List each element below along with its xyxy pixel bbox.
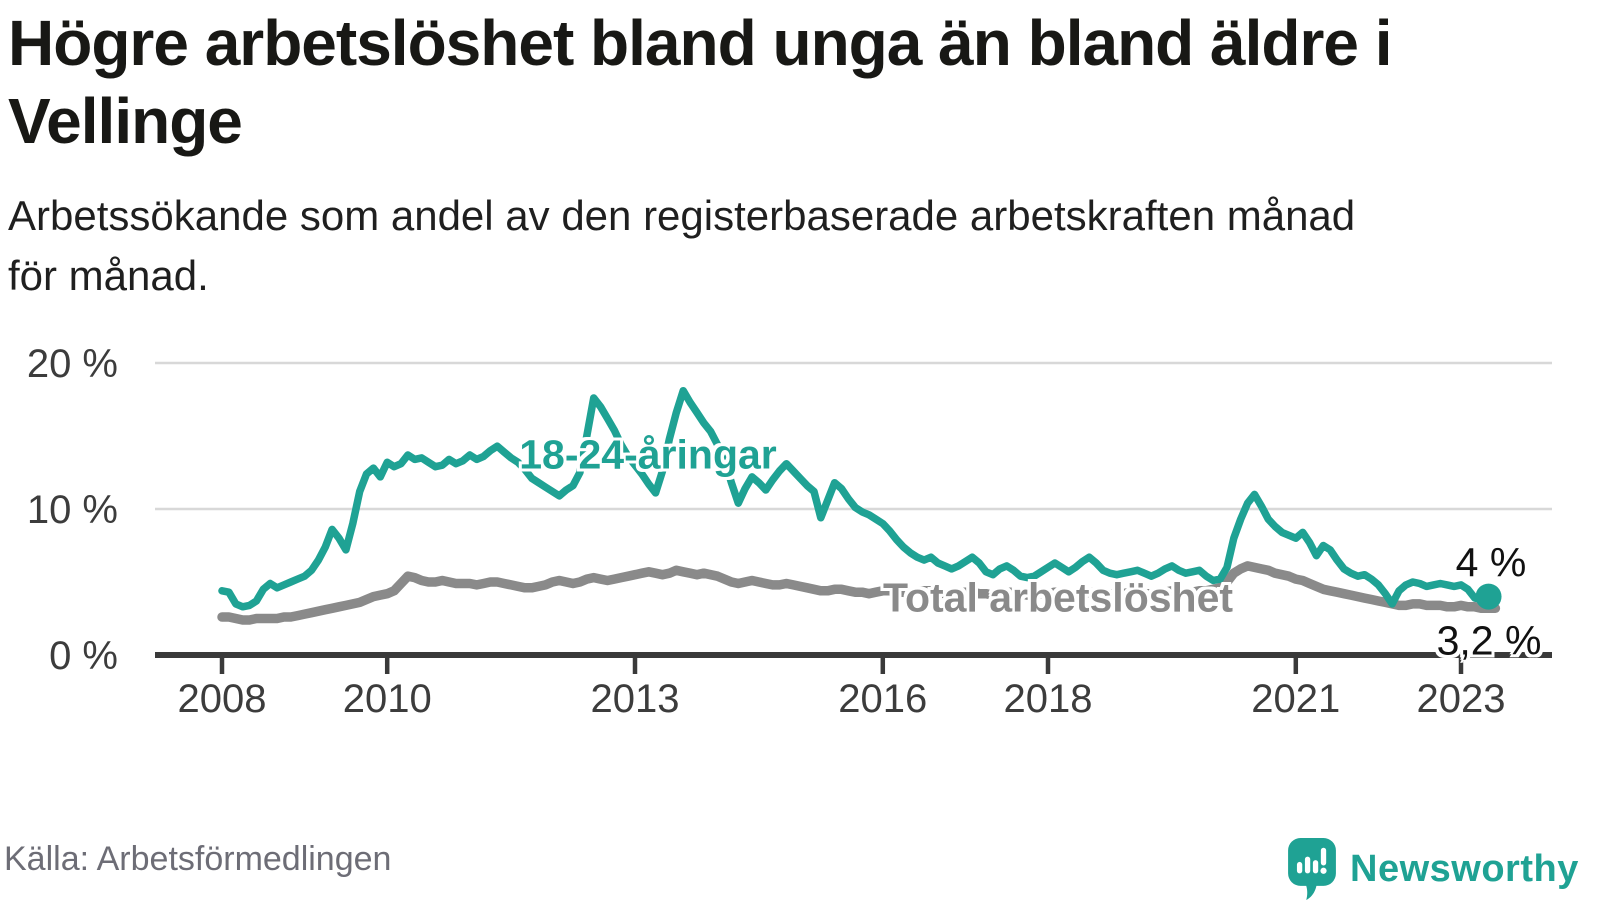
series-label-total: Total arbetslöshet	[882, 574, 1234, 621]
newsworthy-logo[interactable]: Newsworthy	[1288, 838, 1579, 900]
x-tick-label: 2018	[1004, 677, 1093, 721]
series-line-youth	[218, 386, 1493, 611]
series-end-dot	[1475, 583, 1502, 610]
y-tick-label: 10 %	[27, 488, 118, 532]
y-tick-label: 0 %	[49, 634, 118, 678]
title-line-2: Vellinge	[8, 85, 243, 158]
chart-subtitle: Arbetssökande som andel av den registerb…	[8, 186, 1568, 305]
x-tick-label: 2016	[838, 677, 927, 721]
series-label-youth: 18-24-åringar	[519, 431, 777, 478]
subtitle-line-1: Arbetssökande som andel av den registerb…	[8, 192, 1356, 239]
x-tick-label: 2010	[343, 677, 432, 721]
page-title: Högre arbetslöshet bland unga än bland ä…	[8, 4, 1588, 160]
newsworthy-logo-icon	[1288, 838, 1336, 900]
x-tick-label: 2023	[1417, 677, 1506, 721]
x-tick-label: 2008	[178, 677, 267, 721]
y-tick-label: 20 %	[27, 342, 118, 386]
newsworthy-logo-text: Newsworthy	[1350, 847, 1579, 890]
x-tick-label: 2021	[1251, 677, 1340, 721]
title-line-1: Högre arbetslöshet bland unga än bland ä…	[8, 7, 1393, 79]
end-value-youth: 4 %	[1455, 539, 1527, 586]
series-line-total	[217, 561, 1501, 625]
x-tick-label: 2013	[591, 677, 680, 721]
subtitle-line-2: för månad.	[8, 251, 209, 299]
source-credit: Källa: Arbetsförmedlingen	[4, 840, 392, 878]
end-value-total: 3,2 %	[1436, 617, 1542, 664]
